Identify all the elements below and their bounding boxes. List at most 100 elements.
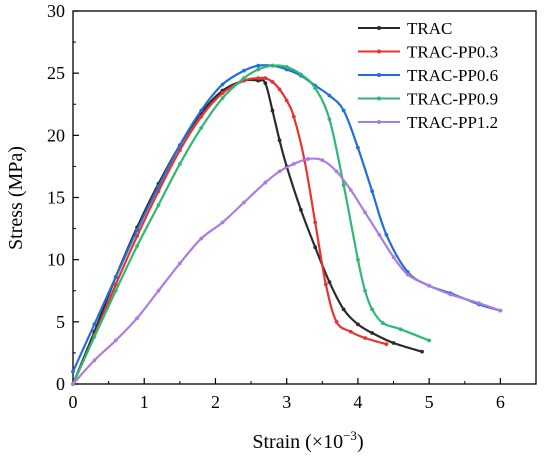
data-point — [377, 232, 382, 237]
data-point — [363, 288, 367, 293]
y-tick-label: 20 — [47, 125, 65, 145]
y-tick-label: 15 — [47, 188, 65, 208]
data-point — [370, 189, 375, 194]
data-point — [341, 307, 346, 312]
data-point — [256, 63, 261, 68]
data-point — [356, 145, 360, 150]
x-tick-label: 4 — [353, 392, 362, 412]
data-point — [242, 200, 246, 205]
series-line — [71, 64, 502, 373]
data-point — [363, 336, 367, 340]
data-point — [277, 138, 282, 143]
data-point — [71, 382, 75, 386]
y-tick-label: 5 — [56, 312, 65, 332]
data-point — [327, 117, 332, 122]
series-trac-pp0-9 — [71, 63, 432, 386]
x-tick-label: 6 — [496, 392, 505, 412]
x-axis-title: Strain (×10−3) — [252, 428, 363, 453]
data-point — [398, 327, 403, 332]
data-point — [334, 169, 339, 174]
data-point — [291, 162, 296, 166]
data-point — [113, 275, 118, 279]
data-point — [427, 338, 432, 343]
data-point — [391, 255, 396, 260]
data-point — [256, 67, 261, 72]
data-point — [299, 72, 303, 77]
y-tick-label: 0 — [56, 374, 65, 394]
data-point — [284, 65, 289, 69]
data-point — [113, 338, 118, 343]
data-point — [199, 236, 204, 241]
data-point — [263, 76, 268, 81]
data-point — [156, 203, 161, 207]
series-trac-pp0-3 — [71, 76, 389, 386]
data-point — [92, 322, 97, 327]
legend-entry: TRAC-PP0.3 — [358, 43, 498, 62]
data-point — [256, 76, 261, 81]
data-point — [427, 283, 432, 288]
series-trac-pp1-2 — [71, 157, 503, 386]
data-point — [270, 79, 275, 84]
series-trac-pp0-6 — [71, 63, 503, 374]
data-point — [277, 87, 282, 92]
x-axis-title-close: ) — [357, 431, 364, 453]
data-point — [477, 301, 481, 306]
data-point — [71, 369, 75, 374]
data-point — [327, 280, 332, 284]
series-layer — [71, 63, 503, 386]
legend-marker — [377, 96, 381, 101]
y-tick-label: 25 — [47, 63, 65, 83]
legend-label: TRAC-PP0.3 — [407, 43, 498, 62]
data-point — [384, 342, 389, 347]
data-point — [177, 148, 182, 153]
data-point — [348, 188, 353, 192]
legend-entry: TRAC-PP0.9 — [358, 90, 498, 109]
data-point — [113, 288, 118, 293]
y-axis-title: Stress (MPa) — [5, 146, 27, 250]
data-point — [384, 232, 389, 237]
legend-entry: TRAC-PP0.6 — [358, 66, 498, 85]
data-point — [277, 169, 282, 174]
x-tick-label: 1 — [140, 392, 149, 412]
legend-marker — [377, 49, 381, 54]
legend-label: TRAC-PP0.6 — [407, 66, 498, 85]
data-point — [242, 68, 246, 73]
data-point — [405, 272, 410, 277]
data-point — [313, 86, 318, 90]
data-point — [177, 162, 182, 166]
data-point — [242, 76, 246, 81]
data-point — [135, 316, 140, 320]
legend-label: TRAC-PP0.9 — [407, 90, 498, 109]
data-point — [156, 288, 161, 293]
data-point — [92, 358, 97, 363]
series-line — [71, 157, 502, 386]
data-point — [156, 184, 161, 189]
x-tick-label: 5 — [425, 392, 434, 412]
data-point — [356, 257, 360, 262]
data-point — [356, 322, 360, 327]
legend-marker — [377, 120, 381, 124]
y-tick-label: 30 — [47, 1, 65, 21]
data-point — [391, 341, 396, 345]
data-point — [291, 114, 296, 119]
data-point — [220, 96, 225, 100]
data-point — [220, 91, 225, 95]
data-point — [341, 183, 346, 187]
data-point — [270, 108, 275, 113]
data-point — [199, 108, 204, 113]
data-point — [341, 108, 346, 113]
legend-marker — [377, 26, 381, 30]
data-point — [113, 282, 118, 287]
data-point — [420, 349, 424, 354]
x-tick-label: 0 — [69, 392, 78, 412]
x-axis-title-main: Strain (×10 — [252, 431, 343, 453]
y-axis-ticks: 0 5 10 15 20 25 30 — [47, 1, 79, 394]
y-tick-label: 10 — [47, 250, 65, 270]
data-point — [199, 125, 204, 130]
x-tick-label: 3 — [282, 392, 291, 412]
data-point — [348, 329, 353, 334]
data-point — [363, 210, 367, 215]
data-point — [306, 157, 310, 161]
series-line — [71, 78, 424, 386]
